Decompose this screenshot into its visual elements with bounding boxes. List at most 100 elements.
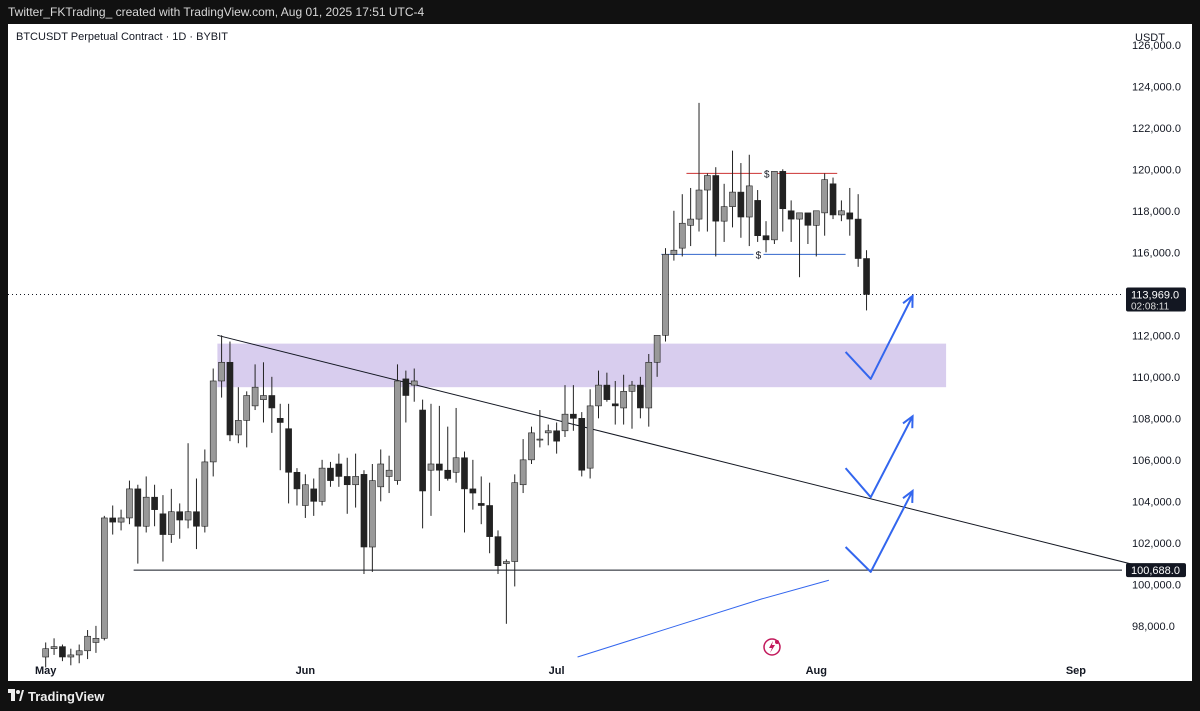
trend-curve <box>577 579 829 658</box>
range-low-label: $ <box>756 250 762 261</box>
candle-body <box>134 488 142 527</box>
candle <box>59 644 66 662</box>
candle <box>452 407 460 483</box>
candle <box>620 374 627 425</box>
candle <box>846 187 854 236</box>
candle-body <box>687 218 694 226</box>
candle-body <box>528 432 535 461</box>
candle-body <box>168 511 175 535</box>
candle-body <box>410 380 418 386</box>
candle <box>561 385 569 438</box>
candle <box>544 424 552 446</box>
candle <box>159 495 167 562</box>
candle-body <box>302 484 309 506</box>
candle <box>201 449 209 533</box>
time-tick-label: Sep <box>1066 665 1086 677</box>
candle <box>444 426 452 481</box>
projection-path <box>844 295 914 380</box>
tradingview-logo-icon <box>8 689 24 701</box>
candle <box>260 362 267 423</box>
candle <box>670 210 678 261</box>
candle-body <box>754 200 761 236</box>
candle-body <box>511 482 519 562</box>
chart-title: BTCUSDT Perpetual Contract · 1D · BYBIT <box>16 31 228 43</box>
chart-panel[interactable]: $ $ 98,000.0 100,000.0 102,000.0 104,000.0 10… <box>8 24 1192 681</box>
candle-body <box>695 189 703 220</box>
candle-body <box>603 384 611 400</box>
candle <box>595 370 602 419</box>
candle-body <box>260 395 267 400</box>
candle-body <box>452 457 460 473</box>
candle <box>335 453 343 487</box>
candle-body <box>75 650 83 656</box>
candle <box>578 412 586 477</box>
candle <box>628 380 636 429</box>
candle <box>276 403 284 471</box>
price-chart[interactable]: $$ 98,000.0100,000.0102,000.0104,000.010… <box>8 24 1192 681</box>
candle-body <box>67 654 75 658</box>
candle <box>745 154 753 247</box>
candle-body <box>469 488 477 494</box>
candle-body <box>553 430 560 442</box>
time-tick-label: Jul <box>549 665 565 677</box>
candle-body <box>59 646 66 658</box>
candle <box>637 376 644 419</box>
candle-body <box>570 413 577 419</box>
candle <box>92 625 100 653</box>
candle <box>494 530 502 574</box>
candle-body <box>50 646 58 649</box>
candle-body <box>402 378 410 396</box>
candle-body <box>444 469 452 479</box>
candle <box>603 372 611 402</box>
lightning-icon[interactable] <box>763 638 781 656</box>
candle <box>42 642 50 668</box>
candle-body <box>637 384 644 409</box>
price-tick-label: 110,000.0 <box>1132 372 1180 384</box>
projection-path <box>844 415 914 499</box>
candle <box>168 488 175 543</box>
currency-label: USDT <box>1135 32 1165 44</box>
candle <box>394 364 401 485</box>
candle <box>754 190 761 242</box>
candle-body <box>109 517 117 523</box>
credit-bar: Twitter_FKTrading_ created with TradingV… <box>0 0 1200 24</box>
candle <box>209 368 217 477</box>
last-price-label: 113,969.0 <box>1131 289 1179 301</box>
candle-body <box>243 395 251 421</box>
candle <box>653 335 661 377</box>
candle-body <box>561 413 569 432</box>
candle-body <box>745 185 753 218</box>
candle-body <box>427 463 435 471</box>
candle <box>469 459 477 510</box>
candle-body <box>327 467 334 481</box>
candle <box>377 449 385 502</box>
candle-body <box>863 258 870 295</box>
projection-arrowhead <box>902 488 914 503</box>
candle-body <box>318 467 326 502</box>
candle <box>142 476 150 533</box>
candle <box>821 173 828 236</box>
candle <box>712 167 720 257</box>
candle-body <box>812 210 820 226</box>
price-tick-label: 120,000.0 <box>1132 164 1181 176</box>
time-axis: May Jun Jul Aug Sep <box>35 665 1086 677</box>
candle-body <box>536 438 544 441</box>
last-price-badge <box>1126 287 1186 312</box>
candle-body <box>84 635 91 652</box>
candle-body <box>201 461 209 527</box>
candle-body <box>310 488 318 502</box>
candle-body <box>101 517 108 639</box>
descending-trendline <box>217 334 1156 571</box>
candle <box>477 476 485 525</box>
candle-body <box>494 536 502 566</box>
candle <box>804 212 812 244</box>
candle-body <box>193 511 200 527</box>
candle-body <box>352 476 359 486</box>
candle-body <box>729 191 736 207</box>
candle <box>779 169 787 232</box>
zone-layer <box>217 343 947 388</box>
credit-text: Twitter_FKTrading_ created with TradingV… <box>8 5 425 19</box>
candle-body <box>293 471 301 490</box>
candle-body <box>771 171 778 241</box>
candle-body <box>360 474 368 548</box>
